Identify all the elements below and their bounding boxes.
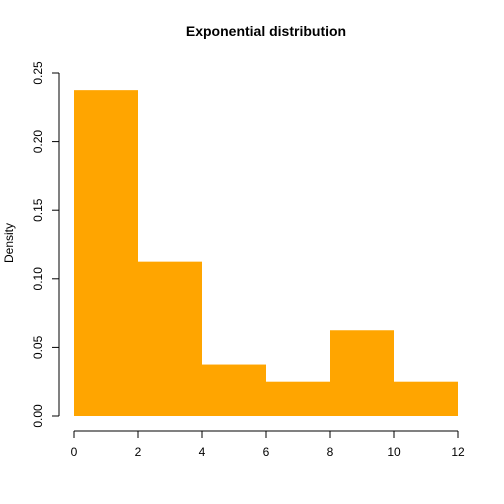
histogram-bar	[394, 381, 458, 416]
y-tick-label: 0.00	[31, 404, 45, 428]
x-tick-label: 0	[71, 445, 78, 459]
x-tick-label: 2	[135, 445, 142, 459]
y-tick-label: 0.15	[31, 198, 45, 222]
bars-group	[74, 90, 458, 417]
y-tick-label: 0.10	[31, 267, 45, 291]
y-axis: 0.00 0.05 0.10 0.15 0.20 0.25	[31, 61, 60, 428]
histogram-bar	[74, 90, 138, 417]
x-tick-label: 12	[451, 445, 465, 459]
y-tick-label: 0.05	[31, 335, 45, 359]
x-tick-label: 10	[387, 445, 401, 459]
y-tick-label: 0.20	[31, 130, 45, 154]
x-tick-label: 8	[327, 445, 334, 459]
x-tick-label: 6	[263, 445, 270, 459]
x-axis: 0 2 4 6 8 10 12	[71, 430, 465, 459]
histogram-bar	[330, 330, 394, 416]
y-tick-label: 0.25	[31, 61, 45, 85]
chart-title: Exponential distribution	[186, 23, 346, 39]
x-tick-label: 4	[199, 445, 206, 459]
y-axis-label: Density	[2, 223, 16, 263]
histogram-bar	[138, 261, 202, 416]
histogram-bar	[202, 364, 266, 416]
histogram-bar	[266, 381, 330, 416]
